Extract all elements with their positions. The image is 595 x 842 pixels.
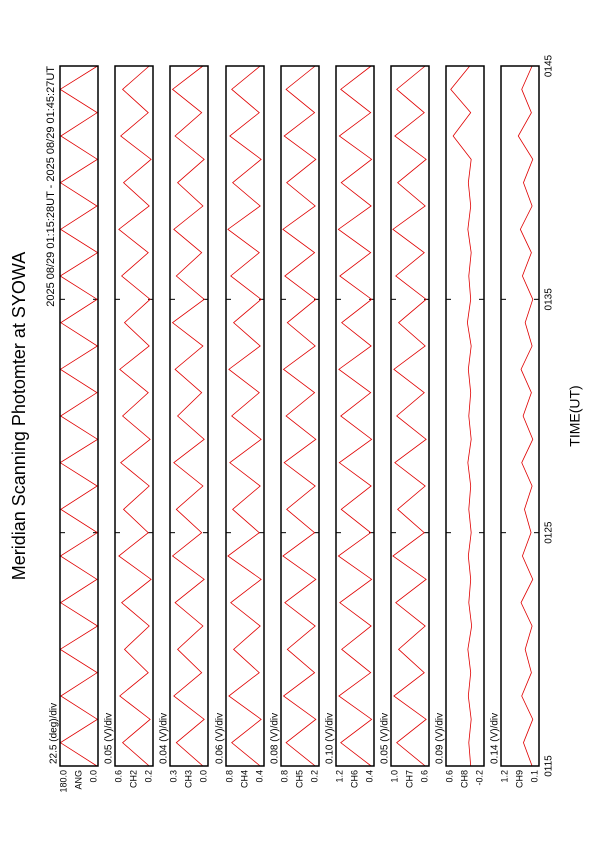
y-tick-label: 0.2 <box>143 770 153 783</box>
y-tick-label: 0.4 <box>254 770 264 783</box>
scale-label: 0.05 (V)/div <box>104 713 115 764</box>
unit-label: CH2 <box>128 770 138 788</box>
x-tick-label: 0115 <box>544 755 555 777</box>
y-tick-label: 0.3 <box>168 770 178 783</box>
y-tick-label: 0.1 <box>529 770 539 783</box>
y-tick-label: 180.0 <box>58 770 68 793</box>
unit-label: CH8 <box>459 770 469 788</box>
y-tick-label: 0.8 <box>279 770 289 783</box>
chart-subtitle: 2025 08/29 01:15:28UT - 2025 08/29 01:45… <box>45 66 57 307</box>
unit-label: ANG <box>73 770 83 790</box>
scale-label: 22.5 (deg)/div <box>49 703 60 764</box>
unit-label: CH9 <box>514 770 524 788</box>
unit-label: CH3 <box>183 770 193 788</box>
x-tick-label: 0125 <box>544 521 555 544</box>
panel-frame <box>500 65 540 767</box>
scale-label: 0.09 (V)/div <box>435 713 446 764</box>
x-axis-label: TIME(UT) <box>567 385 583 446</box>
trace <box>517 65 534 767</box>
scale-label: 0.05 (V)/div <box>380 713 391 764</box>
y-tick-label: 1.2 <box>499 770 509 783</box>
unit-label: CH7 <box>404 770 414 788</box>
panel-frame <box>280 65 320 767</box>
x-tick-label: 0145 <box>544 54 555 77</box>
panel-frame <box>114 65 154 767</box>
y-tick-label: -0.2 <box>474 770 484 786</box>
unit-label: CH4 <box>239 770 249 788</box>
y-tick-label: 0.6 <box>444 770 454 783</box>
scale-label: 0.14 (V)/div <box>490 713 501 764</box>
trace <box>282 65 317 767</box>
panel-frame <box>225 65 265 767</box>
scale-label: 0.08 (V)/div <box>270 713 281 764</box>
scale-label: 0.04 (V)/div <box>159 713 170 764</box>
panel-frame <box>59 65 99 767</box>
y-tick-label: 0.0 <box>198 770 208 783</box>
panel-frame <box>169 65 209 767</box>
panel-frame <box>390 65 430 767</box>
trace <box>59 65 99 767</box>
trace <box>450 65 473 767</box>
y-tick-label: 0.6 <box>113 770 123 783</box>
rotated-plot: Meridian Scanning Photomter at SYOWA 202… <box>9 54 583 792</box>
trace <box>227 65 262 767</box>
y-tick-label: 0.4 <box>364 770 374 783</box>
unit-label: CH6 <box>349 770 359 788</box>
y-tick-label: 0.0 <box>88 770 98 783</box>
trace <box>392 65 427 767</box>
trace <box>118 65 152 767</box>
scale-label: 0.06 (V)/div <box>215 713 226 764</box>
y-tick-label: 0.6 <box>419 770 429 783</box>
panel-frame <box>335 65 375 767</box>
y-tick-label: 1.0 <box>389 770 399 783</box>
unit-label: CH5 <box>294 770 304 788</box>
panel-frame <box>445 65 485 767</box>
trace <box>171 65 205 767</box>
y-tick-label: 0.8 <box>224 770 234 783</box>
x-tick-label: 0135 <box>544 288 555 311</box>
chart-title: Meridian Scanning Photomter at SYOWA <box>9 252 29 580</box>
scale-label: 0.10 (V)/div <box>325 713 336 764</box>
y-tick-label: 1.2 <box>334 770 344 783</box>
trace <box>337 65 373 767</box>
y-tick-label: 0.2 <box>309 770 319 783</box>
